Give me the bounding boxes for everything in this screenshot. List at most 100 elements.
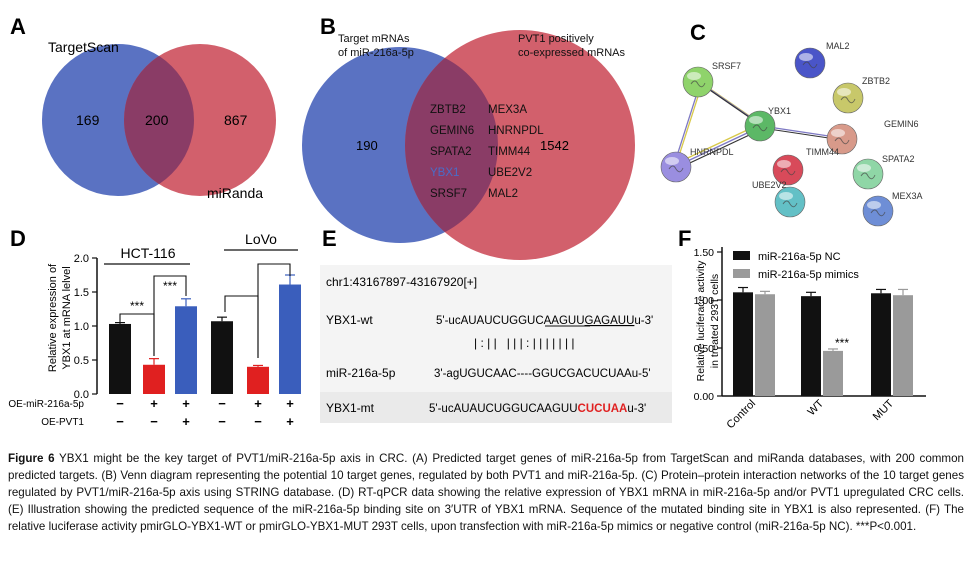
caption-fig-label: Figure 6 [8,452,55,465]
d-mark: + [286,396,294,411]
d-mark: + [182,396,190,411]
e-mt-band [320,392,672,423]
f-legend-mimics-swatch [733,269,750,278]
venn-a-count-left: 169 [76,112,100,128]
ppi-node-label: YBX1 [768,106,791,116]
panel-e-letter: E [322,226,337,251]
venn-b-count-right: 1542 [540,138,569,153]
e-mt-seq: 5'-ucAUAUCUGGUCAAGUUCUCUAAu-3' [429,403,646,415]
f-ylabel-1: Relative luciferace activity [695,260,707,382]
d-bars [109,274,301,394]
venn-a-label-left: TargetScan [48,39,119,55]
ppi-node [774,186,806,218]
ppi-node-label: TIMM44 [806,147,839,157]
ppi-node-label: SRSF7 [712,61,741,71]
d-tick-label: 1.0 [74,321,89,333]
d-bar [175,306,197,394]
ppi-node-label: GEMIN6 [884,119,919,129]
f-x-label: MUT [871,397,897,423]
ppi-node [794,47,826,79]
venn-b-gene: ZBTB2 [430,104,466,116]
panel-c-letter: C [690,20,706,45]
venn-b-label-left-2: of miR-216a-5p [338,47,414,59]
ppi-node [744,110,776,142]
d-ylabel-1: Relative expression of [47,263,59,372]
venn-b-gene: MAL2 [488,188,518,200]
venn-a-count-overlap: 200 [145,112,169,128]
d-tick-label: 2.0 [74,253,89,265]
venn-b-gene: YBX1 [430,167,459,179]
ppi-node [826,123,858,155]
e-mir-label: miR-216a-5p [326,366,396,380]
d-tick-label: 0.5 [74,355,89,367]
d-bar [143,364,165,394]
ppi-node [852,158,884,190]
d-tick-label: 1.5 [74,287,89,299]
d-mark: + [182,414,190,429]
f-bar [755,294,775,396]
venn-b-gene: HNRNPDL [488,125,544,137]
ppi-node-label: HNRNPDL [690,147,734,157]
f-tick-label: 1.50 [694,247,715,259]
f-tick-label: 0.50 [694,343,715,355]
venn-b-gene-list: ZBTB2 GEMIN6 SPATA2 YBX1 SRSF7 MEX3A HNRNPDL TI… [430,104,544,200]
venn-a-count-right: 867 [224,112,248,128]
ppi-node-label: SPATA2 [882,154,915,164]
venn-b-gene: UBE2V2 [488,167,532,179]
d-mark: − [254,414,262,429]
panel-e: E chr1:43167897-43167920[+] YBX1-wt 5'-u… [320,226,672,423]
venn-b-gene: GEMIN6 [430,125,474,137]
d-row1-label: OE-miR-216a-5p [8,399,84,410]
e-coord: chr1:43167897-43167920[+] [326,275,477,289]
f-ylabel-2: in treated 293T cells [709,274,721,368]
d-group-lovo: LoVo [245,231,277,247]
ppi-node [682,66,714,98]
ppi-node-label: UBE2V2 [752,180,787,190]
e-pairing: | : | | | | | : | | | | | | | [474,336,575,350]
ppi-nodes: SRSF7 MAL2 ZBTB2 YBX1 GEMIN6 HNRNPDL TIMM44 SPA… [660,41,923,227]
panel-f: F Relative luciferace activity in treate… [678,226,926,431]
e-wt-label: YBX1-wt [326,313,373,327]
ppi-node [832,82,864,114]
d-ylabel-2: YBX1 at mRNA lelvel [61,266,73,369]
venn-b-count-left: 190 [356,138,378,153]
f-bar [871,293,891,396]
f-x-label: Control [725,398,759,432]
ppi-node [862,195,894,227]
e-mir-seq: 3'-agUGUCAAC----GGUCGACUCUAAu-5' [434,368,651,380]
panel-b: B Target mRNAs of miR-216a-5p PVT1 posit… [302,14,635,260]
d-y-ticks: 0.0 0.5 1.0 1.5 2.0 [74,253,97,401]
venn-b-label-right-2: co-expressed mRNAs [518,47,625,59]
f-bar [823,350,843,396]
f-sig: *** [835,336,849,350]
venn-b-gene: MEX3A [488,104,527,116]
f-tick-label: 0.00 [694,391,715,403]
venn-b-label-left-1: Target mRNAs [338,33,410,45]
venn-a-label-right: miRanda [207,185,263,201]
f-bar [733,292,753,396]
f-tick-label: 1.00 [694,295,715,307]
ppi-node-label: MAL2 [826,41,850,51]
venn-b-overlap [405,47,498,243]
f-x-labels: Control WT MUT [725,397,897,431]
caption-text: YBX1 might be the key target of PVT1/miR… [8,452,964,533]
d-mark: − [218,396,226,411]
d-mark: + [150,396,158,411]
panel-a-letter: A [10,14,26,39]
e-mt-label: YBX1-mt [326,401,375,415]
figure-canvas: A TargetScan miRanda 169 200 867 B Targe… [8,14,926,431]
f-y-ticks: 0.00 0.50 1.00 1.50 [694,247,722,403]
d-bar [109,323,131,394]
d-bar [247,366,269,394]
venn-b-gene: TIMM44 [488,146,531,158]
panel-d-letter: D [10,226,26,251]
d-group-hct116: HCT-116 [121,245,176,261]
ppi-node-label: ZBTB2 [862,76,890,86]
d-tick-label: 0.0 [74,389,89,401]
d-mark: − [218,414,226,429]
ppi-node-label: MEX3A [892,191,923,201]
panel-a: A TargetScan miRanda 169 200 867 [10,14,276,201]
d-mark: + [286,414,294,429]
figure-caption: Figure 6 YBX1 might be the key target of… [8,450,964,535]
